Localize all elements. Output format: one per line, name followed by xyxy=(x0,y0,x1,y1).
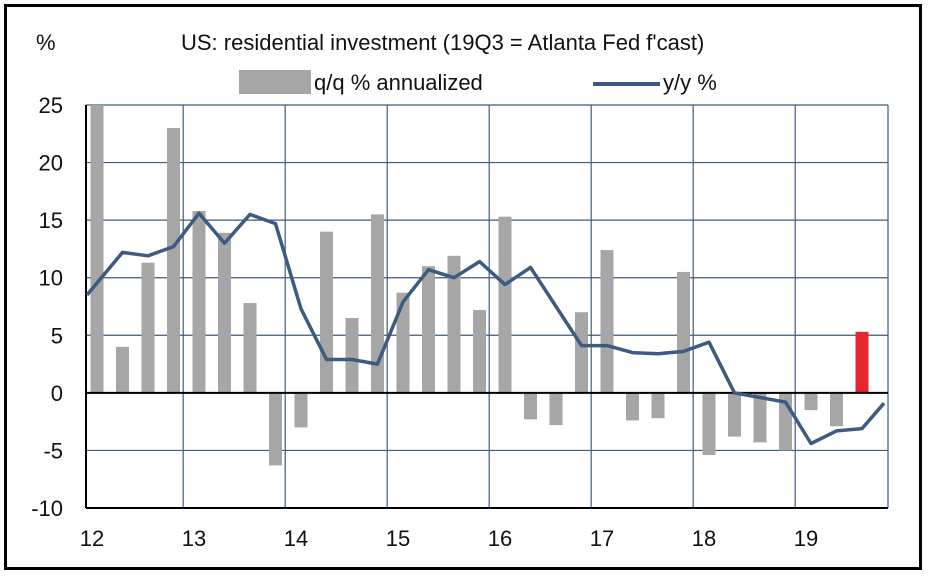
bar xyxy=(141,262,155,393)
line-layer xyxy=(85,211,886,446)
chart-title: US: residential investment (19Q3 = Atlan… xyxy=(181,30,704,55)
y-unit-label: % xyxy=(36,30,56,55)
x-tick-label: 15 xyxy=(386,526,410,551)
bar xyxy=(473,309,486,393)
bar xyxy=(549,392,563,426)
y-tick-label: 25 xyxy=(39,93,63,118)
x-tick-label: 14 xyxy=(284,526,308,551)
bar xyxy=(804,392,818,411)
bar xyxy=(116,346,129,393)
bar xyxy=(575,312,588,393)
bar xyxy=(243,303,257,393)
bar xyxy=(294,392,308,428)
x-tick-label: 19 xyxy=(794,526,818,551)
x-tick-labels: 12 13 14 15 16 17 18 19 xyxy=(80,526,818,551)
y-tick-label: 0 xyxy=(51,381,63,406)
grid xyxy=(86,104,889,509)
chart-frame xyxy=(4,4,922,570)
bar xyxy=(753,392,767,443)
yy-series-line xyxy=(85,211,886,446)
bar xyxy=(396,292,410,393)
bar xyxy=(626,392,639,421)
bar xyxy=(855,331,869,393)
y-tick-label: 5 xyxy=(51,323,63,348)
legend-bar-swatch xyxy=(239,70,311,94)
x-tick-label: 12 xyxy=(80,526,104,551)
bar xyxy=(371,214,384,393)
x-tick-label: 18 xyxy=(692,526,716,551)
y-tick-label: -5 xyxy=(43,438,63,463)
bars xyxy=(90,105,869,466)
axes xyxy=(85,105,888,509)
y-tick-label: 10 xyxy=(39,266,63,291)
bar xyxy=(218,232,231,393)
bar xyxy=(524,392,537,420)
bar xyxy=(192,210,206,393)
bar xyxy=(728,392,741,437)
x-tick-label: 16 xyxy=(488,526,512,551)
x-tick-label: 13 xyxy=(182,526,206,551)
bar xyxy=(90,105,104,393)
bar xyxy=(167,128,180,393)
bar xyxy=(651,392,665,419)
y-tick-label: 15 xyxy=(39,208,63,233)
bar xyxy=(830,392,843,427)
x-tick-label: 17 xyxy=(590,526,614,551)
legend-line-label: y/y % xyxy=(663,70,717,95)
bar xyxy=(447,255,461,393)
bar xyxy=(320,231,333,393)
y-tick-labels: 25 20 15 10 5 0 -5 -10 xyxy=(31,93,63,521)
bar xyxy=(600,250,614,393)
legend-bar-label: q/q % annualized xyxy=(314,70,483,95)
y-tick-label: -10 xyxy=(31,496,63,521)
bar xyxy=(677,271,690,393)
y-tick-label: 20 xyxy=(39,151,63,176)
bar xyxy=(345,318,359,393)
legend: q/q % annualized y/y % xyxy=(239,70,717,95)
bar xyxy=(498,216,512,393)
bar xyxy=(702,392,716,456)
bar xyxy=(422,266,435,393)
bar xyxy=(269,392,282,466)
